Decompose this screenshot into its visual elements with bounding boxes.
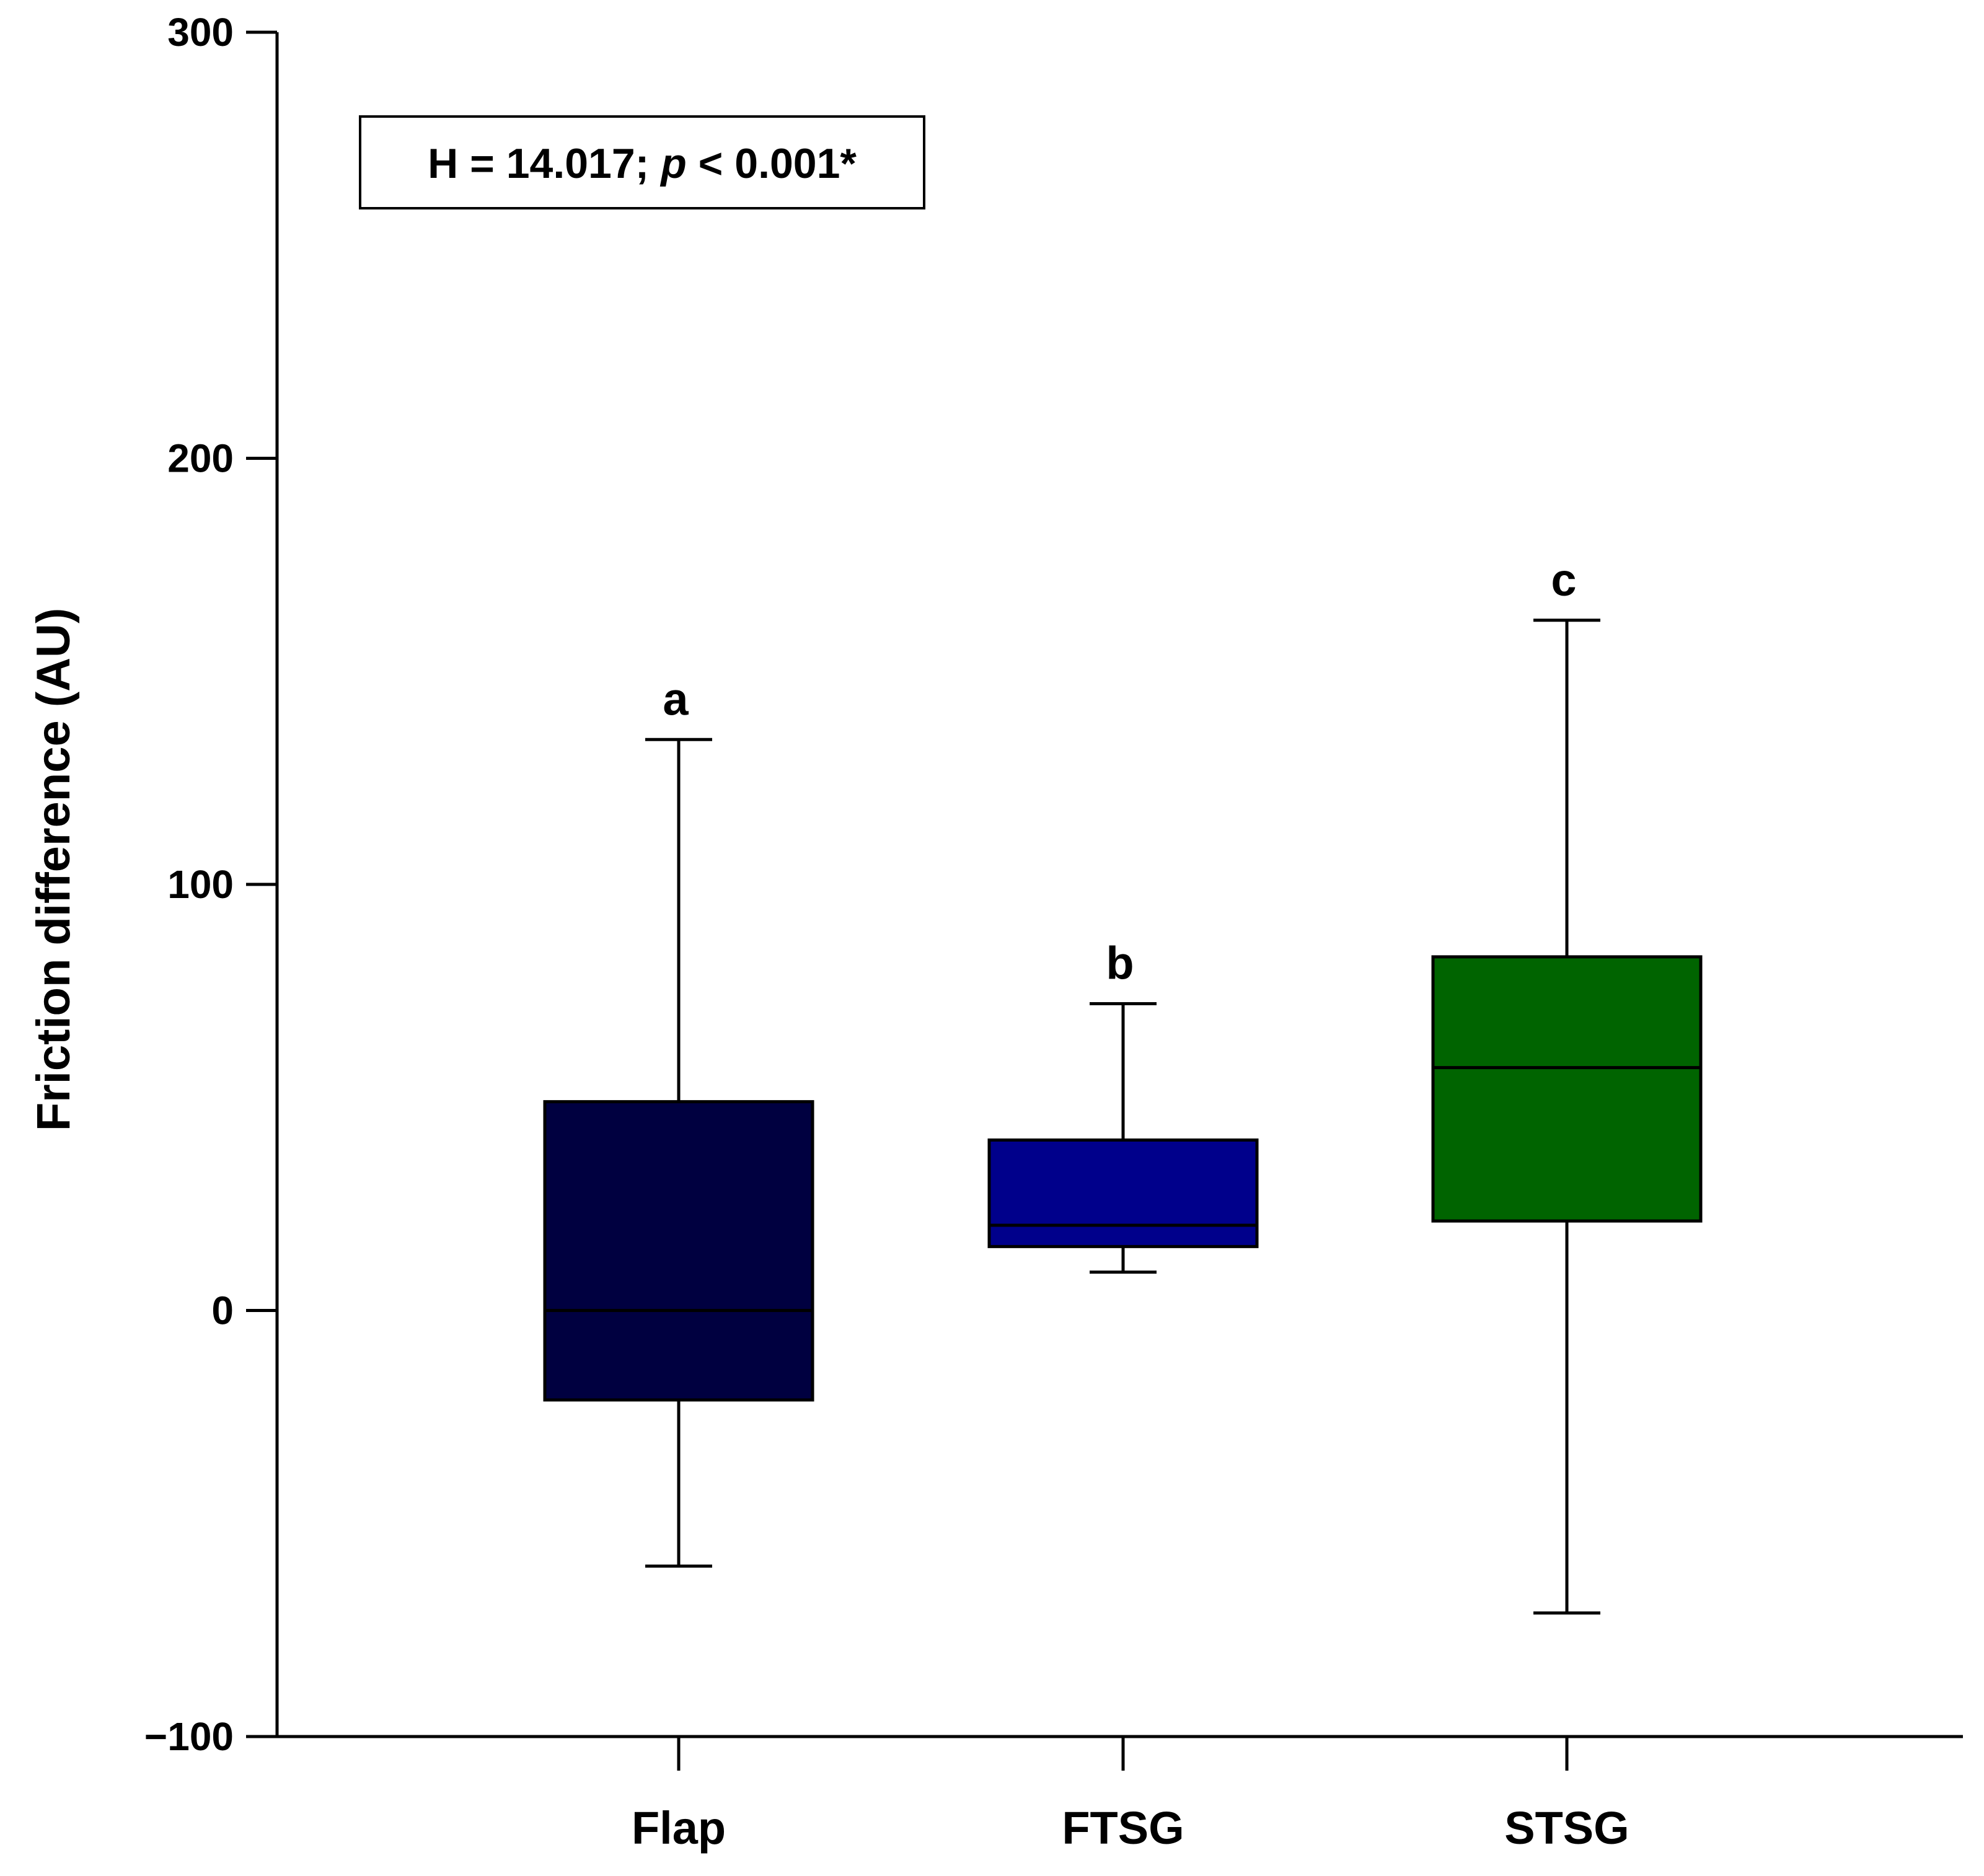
axes	[275, 32, 1963, 1738]
boxes: a b c	[543, 554, 1703, 1615]
x-axis-ticks: Flap FTSG STSG	[632, 1737, 1629, 1854]
x-tick-label-flap: Flap	[632, 1802, 726, 1854]
y-tick-label: 200	[167, 436, 234, 481]
iqr-box	[543, 1100, 814, 1402]
y-axis-ticks: −100 0 100 200 300	[144, 10, 277, 1759]
annotation-box	[359, 115, 925, 209]
y-tick-label: −100	[144, 1714, 234, 1759]
box-ftsg: b	[987, 938, 1259, 1274]
statistics-annotation: H = 14.017; p < 0.001*	[359, 115, 925, 209]
box-stsg: c	[1431, 554, 1703, 1615]
y-tick-label: 0	[211, 1288, 234, 1333]
box-flap: a	[543, 673, 814, 1568]
iqr-box	[987, 1138, 1259, 1248]
y-tick-label: 100	[167, 862, 234, 907]
significance-letter-a: a	[663, 673, 689, 724]
annotation-text: H = 14.017; p < 0.001*	[428, 140, 857, 187]
iqr-box	[1431, 955, 1703, 1223]
significance-letter-c: c	[1551, 554, 1576, 606]
y-tick-label: 300	[167, 10, 234, 55]
y-axis-title: Friction difference (AU)	[27, 608, 80, 1132]
significance-letter-b: b	[1106, 938, 1134, 989]
x-tick-label-ftsg: FTSG	[1062, 1802, 1184, 1854]
x-tick-label-stsg: STSG	[1504, 1802, 1629, 1854]
